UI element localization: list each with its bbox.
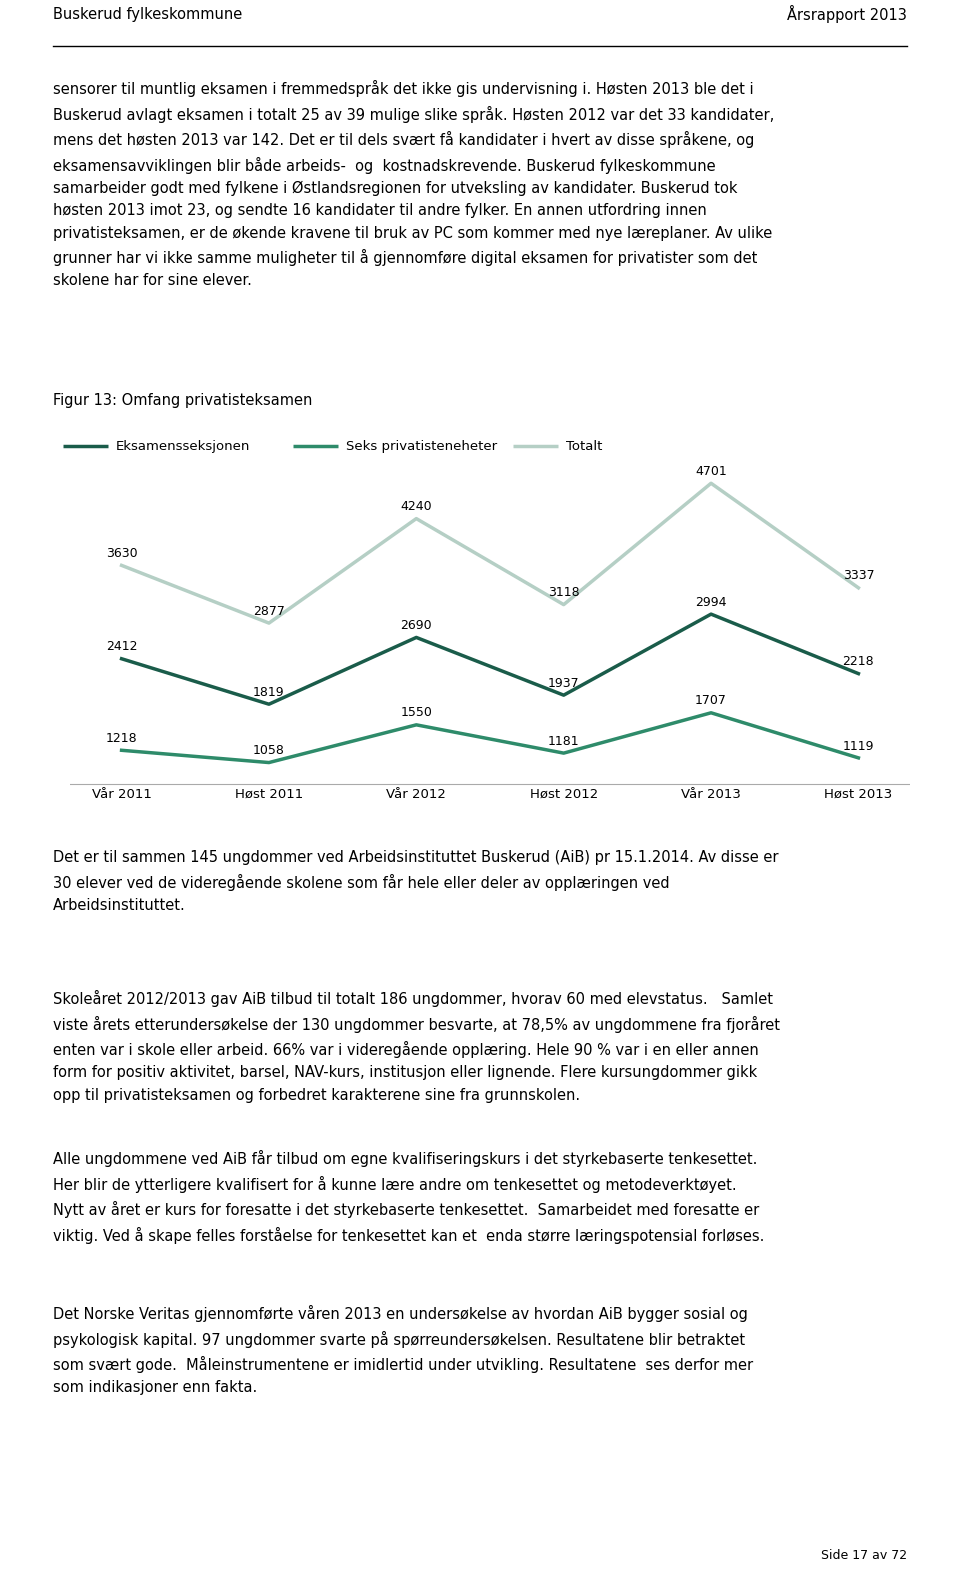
Text: sensorer til muntlig eksamen i fremmedspråk det ikke gis undervisning i. Høsten : sensorer til muntlig eksamen i fremmedsp… <box>53 80 774 289</box>
Text: Seks privatisteneheter: Seks privatisteneheter <box>346 440 497 454</box>
Text: Figur 13: Omfang privatisteksamen: Figur 13: Omfang privatisteksamen <box>53 392 312 408</box>
Text: 3118: 3118 <box>548 586 580 600</box>
Text: 4701: 4701 <box>695 465 727 477</box>
Text: 3337: 3337 <box>843 570 875 582</box>
Text: 1550: 1550 <box>400 706 432 719</box>
Text: Årsrapport 2013: Årsrapport 2013 <box>787 5 907 24</box>
Text: Det er til sammen 145 ungdommer ved Arbeidsinstituttet Buskerud (AiB) pr 15.1.20: Det er til sammen 145 ungdommer ved Arbe… <box>53 851 779 912</box>
Text: Vår 2011: Vår 2011 <box>91 788 152 801</box>
Text: Vår 2013: Vår 2013 <box>681 788 741 801</box>
Text: 1181: 1181 <box>548 735 580 747</box>
Text: Buskerud fylkeskommune: Buskerud fylkeskommune <box>53 6 242 22</box>
Text: Høst 2013: Høst 2013 <box>825 788 893 801</box>
Text: 3630: 3630 <box>106 546 137 560</box>
Text: Side 17 av 72: Side 17 av 72 <box>821 1550 907 1562</box>
Text: 2412: 2412 <box>106 641 137 653</box>
Text: Det Norske Veritas gjennomførte våren 2013 en undersøkelse av hvordan AiB bygger: Det Norske Veritas gjennomførte våren 20… <box>53 1305 753 1396</box>
Text: Eksamensseksjonen: Eksamensseksjonen <box>116 440 251 454</box>
Text: 4240: 4240 <box>400 501 432 513</box>
Text: 2994: 2994 <box>695 595 727 609</box>
Text: Høst 2012: Høst 2012 <box>530 788 598 801</box>
Text: Skoleåret 2012/2013 gav AiB tilbud til totalt 186 ungdommer, hvorav 60 med elevs: Skoleåret 2012/2013 gav AiB tilbud til t… <box>53 991 780 1102</box>
Text: Totalt: Totalt <box>565 440 602 454</box>
Text: 2877: 2877 <box>253 604 285 617</box>
Text: 1058: 1058 <box>253 744 285 757</box>
Text: 1937: 1937 <box>548 677 580 689</box>
Text: Alle ungdommene ved AiB får tilbud om egne kvalifiseringskurs i det styrkebasert: Alle ungdommene ved AiB får tilbud om eg… <box>53 1151 764 1243</box>
Text: 1707: 1707 <box>695 694 727 708</box>
Text: 1819: 1819 <box>253 686 285 699</box>
Text: 2218: 2218 <box>843 655 875 669</box>
Text: 2690: 2690 <box>400 619 432 633</box>
Text: 1218: 1218 <box>106 732 137 744</box>
Text: 1119: 1119 <box>843 739 875 752</box>
Text: Vår 2012: Vår 2012 <box>386 788 446 801</box>
Text: Høst 2011: Høst 2011 <box>235 788 303 801</box>
